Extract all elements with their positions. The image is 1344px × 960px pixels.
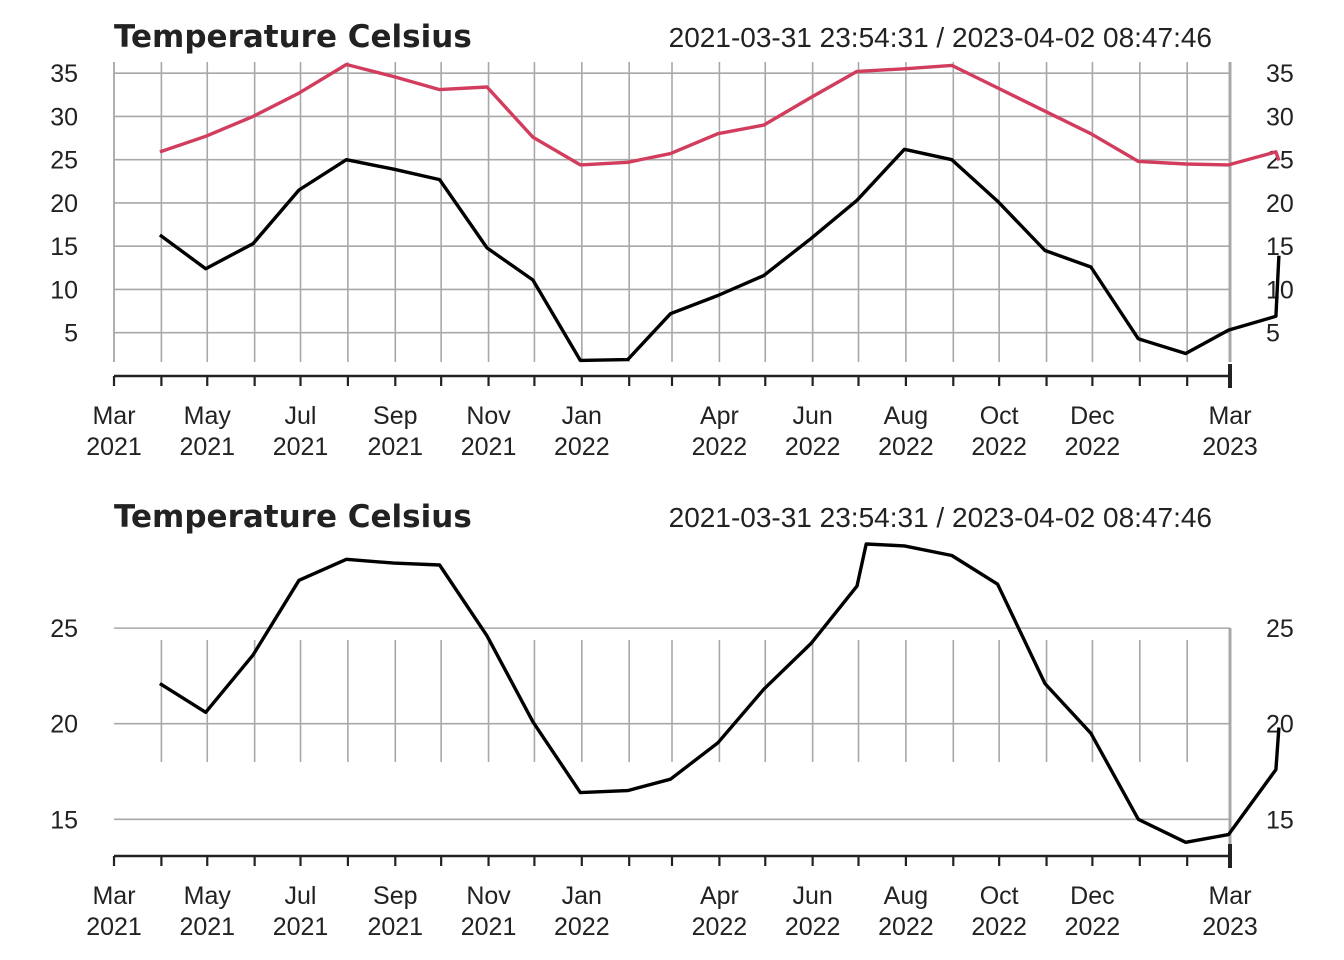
y-tick-label-right: 15 xyxy=(1266,806,1294,834)
x-tick-month: Mar xyxy=(1208,402,1251,430)
x-tick-month: Jul xyxy=(285,402,317,430)
x-tick-year: 2021 xyxy=(461,913,517,941)
x-tick-year: 2021 xyxy=(179,433,235,461)
chart-title: Temperature Celsius xyxy=(114,19,472,55)
x-tick-year: 2021 xyxy=(179,913,235,941)
x-tick-month: Sep xyxy=(373,882,417,910)
x-tick-month: Sep xyxy=(373,402,417,430)
x-tick-year: 2022 xyxy=(785,433,841,461)
x-tick-year: 2022 xyxy=(1065,433,1121,461)
y-tick-label-left: 20 xyxy=(50,190,78,218)
x-tick-year: 2022 xyxy=(878,913,934,941)
y-tick-label-left: 35 xyxy=(50,60,78,88)
y-tick-label-left: 10 xyxy=(50,276,78,304)
y-tick-label-right: 30 xyxy=(1266,103,1294,131)
x-tick-year: 2021 xyxy=(367,913,423,941)
x-tick-year: 2021 xyxy=(367,433,423,461)
x-tick-year: 2021 xyxy=(461,433,517,461)
series-line-0 xyxy=(158,542,1281,844)
x-tick-year: 2021 xyxy=(273,433,329,461)
y-tick-label-left: 25 xyxy=(50,147,78,175)
x-tick-year: 2022 xyxy=(785,913,841,941)
x-tick-month: Jun xyxy=(792,882,832,910)
x-tick-month: Mar xyxy=(92,402,135,430)
y-tick-label-right: 5 xyxy=(1266,320,1280,348)
x-tick-month: May xyxy=(184,402,232,430)
y-tick-label-left: 15 xyxy=(50,806,78,834)
x-tick-month: Apr xyxy=(700,402,739,430)
chart-time-range: 2021-03-31 23:54:31 / 2023-04-02 08:47:4… xyxy=(669,502,1212,533)
x-tick-year: 2022 xyxy=(692,913,748,941)
x-tick-month: Mar xyxy=(1208,882,1251,910)
x-tick-year: 2021 xyxy=(86,433,142,461)
chart-time-range: 2021-03-31 23:54:31 / 2023-04-02 08:47:4… xyxy=(669,22,1212,53)
chart-temperature-bottom: Temperature Celsius 2021-03-31 23:54:31 … xyxy=(50,499,1294,941)
y-tick-label-right: 35 xyxy=(1266,60,1294,88)
x-tick-year: 2021 xyxy=(273,913,329,941)
x-tick-year: 2022 xyxy=(1065,913,1121,941)
y-tick-label-right: 10 xyxy=(1266,276,1294,304)
x-tick-month: Jun xyxy=(792,402,832,430)
y-tick-label-left: 30 xyxy=(50,103,78,131)
x-tick-year: 2022 xyxy=(878,433,934,461)
x-tick-month: Jan xyxy=(562,402,602,430)
series-line-1 xyxy=(158,147,1281,363)
x-tick-year: 2022 xyxy=(554,433,610,461)
x-tick-month: Aug xyxy=(884,882,928,910)
chart-temperature-top: Temperature Celsius 2021-03-31 23:54:31 … xyxy=(50,19,1294,461)
x-tick-month: Dec xyxy=(1070,882,1114,910)
x-tick-year: 2023 xyxy=(1202,433,1258,461)
x-tick-month: May xyxy=(184,882,232,910)
x-tick-month: Oct xyxy=(980,882,1019,910)
x-tick-year: 2022 xyxy=(692,433,748,461)
y-tick-label-left: 20 xyxy=(50,711,78,739)
series-line-0 xyxy=(159,62,1281,167)
y-tick-label-right: 20 xyxy=(1266,190,1294,218)
y-tick-label-left: 5 xyxy=(64,320,78,348)
x-tick-month: Dec xyxy=(1070,402,1114,430)
x-tick-month: Nov xyxy=(466,402,511,430)
x-tick-month: Oct xyxy=(980,402,1019,430)
x-tick-month: Aug xyxy=(884,402,928,430)
chart-title: Temperature Celsius xyxy=(114,499,472,535)
x-tick-year: 2022 xyxy=(971,433,1027,461)
x-tick-year: 2022 xyxy=(554,913,610,941)
y-tick-label-right: 25 xyxy=(1266,615,1294,643)
y-tick-label-left: 15 xyxy=(50,233,78,261)
x-tick-year: 2023 xyxy=(1202,913,1258,941)
y-tick-label-left: 25 xyxy=(50,615,78,643)
x-tick-month: Jul xyxy=(285,882,317,910)
x-tick-month: Jan xyxy=(562,882,602,910)
x-tick-month: Nov xyxy=(466,882,511,910)
x-tick-month: Apr xyxy=(700,882,739,910)
x-tick-year: 2022 xyxy=(971,913,1027,941)
y-tick-label-right: 25 xyxy=(1266,147,1294,175)
x-tick-year: 2021 xyxy=(86,913,142,941)
x-tick-month: Mar xyxy=(92,882,135,910)
